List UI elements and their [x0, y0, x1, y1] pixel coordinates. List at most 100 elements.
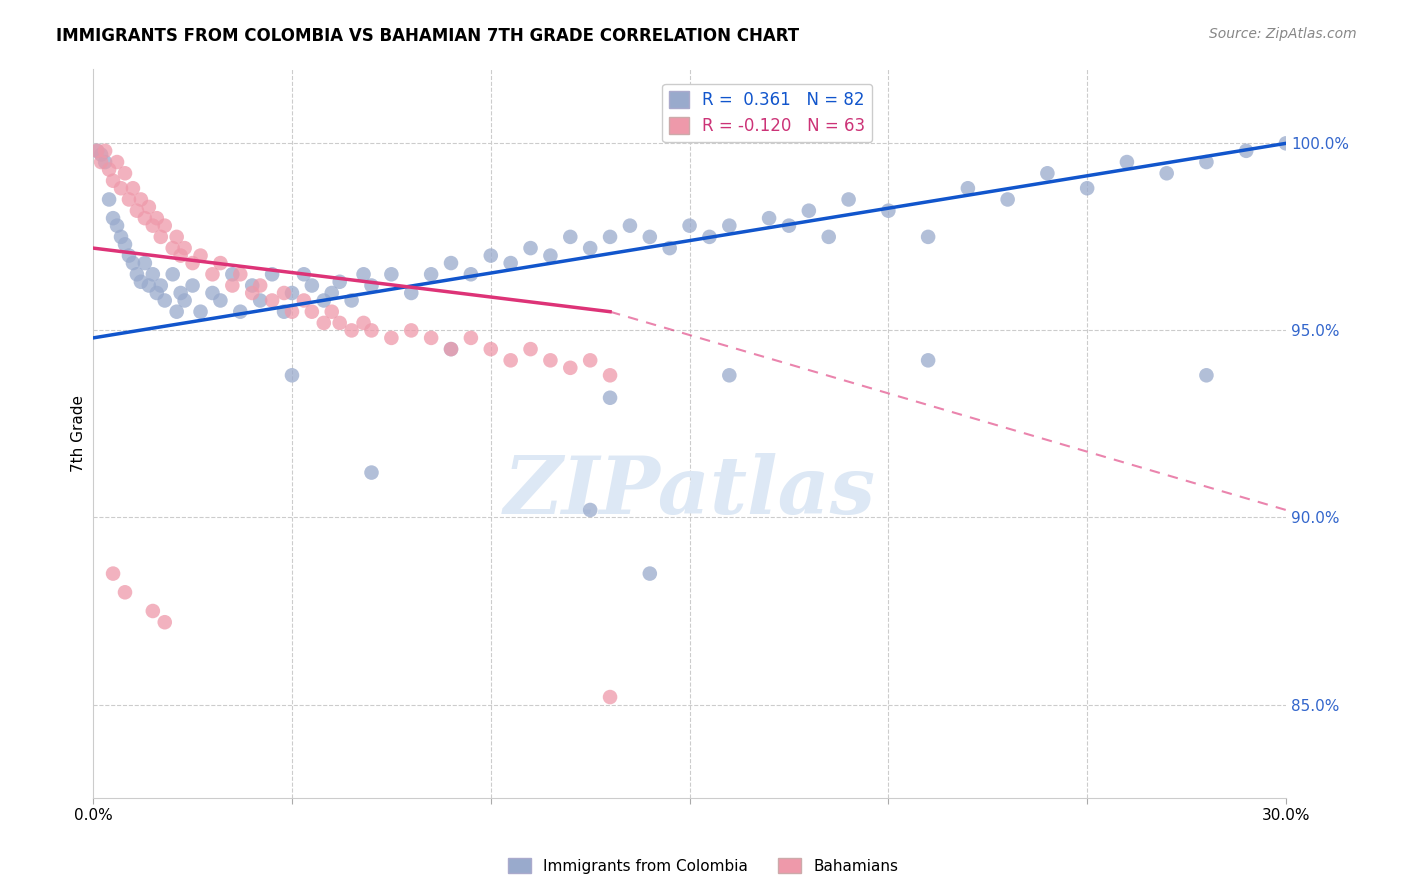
Point	[181, 278, 204, 293]
Point	[149, 278, 172, 293]
Point	[340, 323, 363, 337]
Point	[401, 323, 423, 337]
Point	[221, 267, 243, 281]
Point	[292, 293, 315, 308]
Point	[519, 241, 541, 255]
Point	[718, 368, 741, 383]
Point	[142, 267, 165, 281]
Point	[560, 360, 582, 375]
Point	[599, 230, 621, 244]
Point	[94, 155, 117, 169]
Point	[90, 155, 112, 169]
Point	[838, 193, 860, 207]
Point	[340, 293, 363, 308]
Point	[917, 353, 939, 368]
Point	[619, 219, 641, 233]
Point	[281, 285, 304, 300]
Point	[166, 230, 188, 244]
Point	[142, 219, 165, 233]
Point	[153, 615, 176, 630]
Point	[1076, 181, 1098, 195]
Point	[249, 293, 271, 308]
Point	[201, 267, 224, 281]
Point	[273, 304, 295, 318]
Point	[380, 331, 402, 345]
Point	[125, 267, 148, 281]
Point	[353, 316, 375, 330]
Point	[125, 203, 148, 218]
Point	[162, 267, 184, 281]
Point	[699, 230, 721, 244]
Point	[134, 256, 156, 270]
Point	[209, 256, 232, 270]
Point	[560, 230, 582, 244]
Point	[678, 219, 700, 233]
Point	[778, 219, 800, 233]
Point	[301, 304, 323, 318]
Point	[166, 304, 188, 318]
Point	[173, 241, 195, 255]
Point	[599, 368, 621, 383]
Point	[420, 267, 443, 281]
Point	[538, 353, 561, 368]
Point	[129, 275, 152, 289]
Point	[118, 249, 141, 263]
Point	[169, 249, 191, 263]
Point	[129, 193, 152, 207]
Point	[1036, 166, 1059, 180]
Point	[797, 203, 820, 218]
Point	[134, 211, 156, 226]
Y-axis label: 7th Grade: 7th Grade	[72, 395, 86, 472]
Point	[440, 342, 463, 356]
Point	[1195, 155, 1218, 169]
Point	[281, 304, 304, 318]
Point	[956, 181, 979, 195]
Point	[240, 278, 263, 293]
Point	[169, 285, 191, 300]
Point	[105, 155, 128, 169]
Text: ZIPatlas: ZIPatlas	[503, 453, 876, 531]
Point	[329, 316, 352, 330]
Point	[519, 342, 541, 356]
Point	[146, 285, 169, 300]
Point	[312, 316, 335, 330]
Point	[229, 304, 252, 318]
Point	[240, 285, 263, 300]
Point	[98, 193, 121, 207]
Point	[90, 147, 112, 161]
Point	[579, 353, 602, 368]
Point	[86, 144, 108, 158]
Point	[1275, 136, 1298, 151]
Point	[118, 193, 141, 207]
Legend: R =  0.361   N = 82, R = -0.120   N = 63: R = 0.361 N = 82, R = -0.120 N = 63	[662, 84, 872, 142]
Point	[538, 249, 561, 263]
Point	[579, 241, 602, 255]
Point	[101, 174, 124, 188]
Point	[499, 353, 522, 368]
Point	[479, 249, 502, 263]
Point	[579, 503, 602, 517]
Point	[114, 237, 136, 252]
Point	[360, 466, 382, 480]
Legend: Immigrants from Colombia, Bahamians: Immigrants from Colombia, Bahamians	[502, 852, 904, 880]
Point	[599, 391, 621, 405]
Point	[110, 230, 132, 244]
Point	[301, 278, 323, 293]
Point	[229, 267, 252, 281]
Point	[638, 566, 661, 581]
Text: IMMIGRANTS FROM COLOMBIA VS BAHAMIAN 7TH GRADE CORRELATION CHART: IMMIGRANTS FROM COLOMBIA VS BAHAMIAN 7TH…	[56, 27, 800, 45]
Text: Source: ZipAtlas.com: Source: ZipAtlas.com	[1209, 27, 1357, 41]
Point	[817, 230, 839, 244]
Point	[460, 331, 482, 345]
Point	[599, 690, 621, 704]
Point	[758, 211, 780, 226]
Point	[321, 304, 343, 318]
Point	[420, 331, 443, 345]
Point	[499, 256, 522, 270]
Point	[114, 585, 136, 599]
Point	[638, 230, 661, 244]
Point	[101, 566, 124, 581]
Point	[153, 219, 176, 233]
Point	[190, 304, 212, 318]
Point	[312, 293, 335, 308]
